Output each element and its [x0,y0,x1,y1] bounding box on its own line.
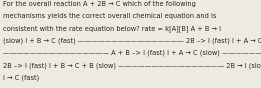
Text: I → C (fast): I → C (fast) [3,74,39,81]
Text: consistent with the rate equation below? rate = k[A][B] A + B → I: consistent with the rate equation below?… [3,26,221,32]
Text: ———————————————— A + B –> I (fast) I + A → C (slow) ———————————————— A +: ———————————————— A + B –> I (fast) I + A… [3,50,261,56]
Text: For the overall reaction A + 2B → C which of the following: For the overall reaction A + 2B → C whic… [3,1,196,7]
Text: 2B –> I (fast) I + B → C + B (slow) ———————————————— 2B → I (slow) A +: 2B –> I (fast) I + B → C + B (slow) ————… [3,62,261,69]
Text: (slow) I + B → C (fast) ———————————————— 2B –> I (fast) I + A → C (slow): (slow) I + B → C (fast) ————————————————… [3,38,261,44]
Text: mechanisms yields the correct overall chemical equation and is: mechanisms yields the correct overall ch… [3,13,217,19]
